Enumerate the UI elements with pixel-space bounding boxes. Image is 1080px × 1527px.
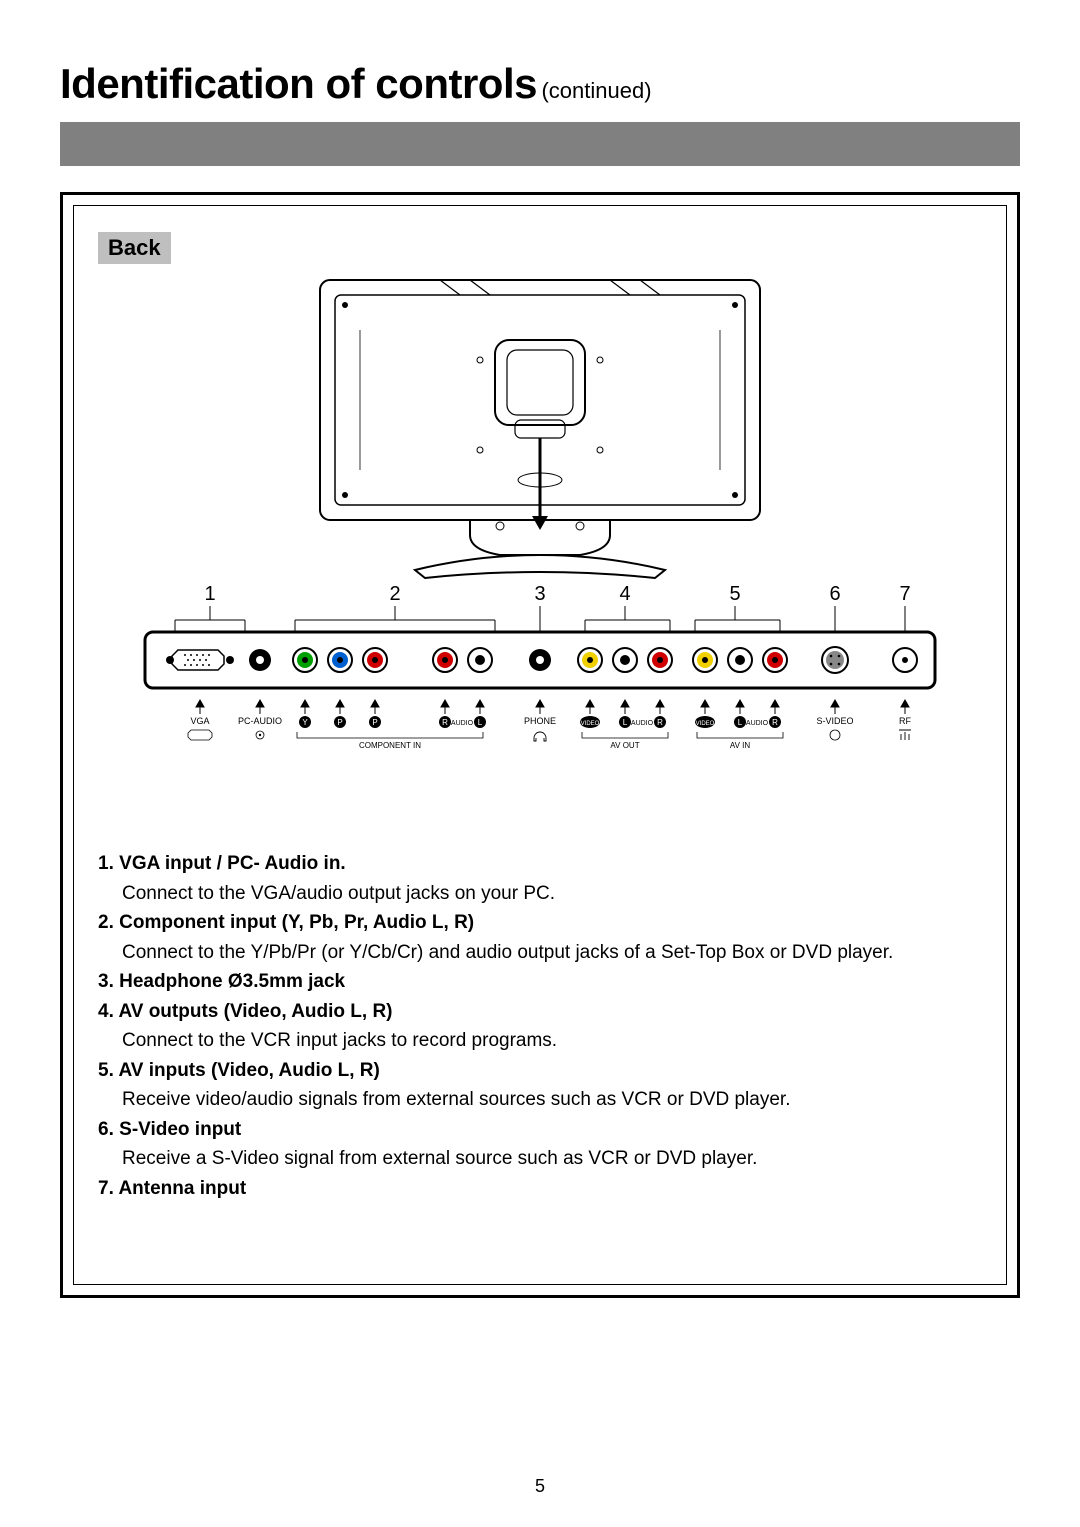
headphone-glyph-icon xyxy=(534,732,546,741)
label-comp-l: L xyxy=(478,718,483,727)
label-avout-l: L xyxy=(623,718,628,727)
title-main: Identification of controls xyxy=(60,60,537,107)
rf-glyph-icon xyxy=(899,730,911,740)
avout-audio-r-jack-icon xyxy=(648,648,672,672)
header-bar xyxy=(60,122,1020,166)
avout-video-jack-icon xyxy=(578,648,602,672)
item4-desc: Connect to the VCR input jacks to record… xyxy=(122,1027,982,1055)
label-avout-video: VIDEO xyxy=(581,721,600,727)
label-comp-r: R xyxy=(442,718,448,727)
item6-desc: Receive a S-Video signal from external s… xyxy=(122,1145,982,1173)
item1-desc: Connect to the VGA/audio output jacks on… xyxy=(122,880,982,908)
svideo-jack-icon xyxy=(822,647,848,673)
avin-audio-r-jack-icon xyxy=(763,648,787,672)
component-pr-jack-icon xyxy=(363,648,387,672)
callout-6: 6 xyxy=(829,583,840,605)
item6-title: S-Video input xyxy=(119,1119,241,1140)
vga-port-icon xyxy=(166,650,234,670)
component-pb-jack-icon xyxy=(328,648,352,672)
callout-2: 2 xyxy=(389,583,400,605)
svideo-glyph-icon xyxy=(830,730,840,740)
callout-4: 4 xyxy=(619,583,630,605)
callout-3: 3 xyxy=(534,583,545,605)
label-pr: P xyxy=(372,718,377,727)
callout-numbers: 1 2 3 4 5 6 7 xyxy=(204,583,910,605)
label-avin-l: L xyxy=(738,718,743,727)
item7-num: 7. xyxy=(98,1178,114,1199)
title-sub: (continued) xyxy=(541,78,651,103)
label-strip: VGA PC-AUDIO PHONE S-VIDEO RF xyxy=(188,700,911,750)
avout-audio-l-jack-icon xyxy=(613,648,637,672)
item1-title: VGA input / PC- Audio in. xyxy=(119,853,346,874)
item4-num: 4. xyxy=(98,1001,114,1022)
item3-title: Headphone Ø3.5mm jack xyxy=(119,971,345,992)
item5-num: 5. xyxy=(98,1060,114,1081)
label-rf: RF xyxy=(899,716,911,726)
item6-num: 6. xyxy=(98,1119,114,1140)
item2-title: Component input (Y, Pb, Pr, Audio L, R) xyxy=(119,912,474,933)
label-component-in: COMPONENT IN xyxy=(359,741,421,750)
avin-audio-l-jack-icon xyxy=(728,648,752,672)
label-avout-audio: AUDIO xyxy=(631,720,654,727)
item2-num: 2. xyxy=(98,912,114,933)
inner-frame: Back xyxy=(73,205,1007,1285)
page-number: 5 xyxy=(0,1476,1080,1497)
callout-1: 1 xyxy=(204,583,215,605)
component-y-jack-icon xyxy=(293,648,317,672)
callout-5: 5 xyxy=(729,583,740,605)
label-phone: PHONE xyxy=(524,716,556,726)
avin-video-jack-icon xyxy=(693,648,717,672)
item7-title: Antenna input xyxy=(118,1178,246,1199)
label-comp-audio: AUDIO xyxy=(451,720,474,727)
label-pcaudio: PC-AUDIO xyxy=(238,716,282,726)
connector-panel-diagram: 1 2 3 4 5 6 7 xyxy=(115,580,965,790)
component-audio-l-jack-icon xyxy=(468,648,492,672)
item5-desc: Receive video/audio signals from externa… xyxy=(122,1086,982,1114)
rf-jack-icon xyxy=(893,648,917,672)
label-vga: VGA xyxy=(190,716,209,726)
item2-desc: Connect to the Y/Pb/Pr (or Y/Cb/Cr) and … xyxy=(122,939,982,967)
outer-frame: Back xyxy=(60,192,1020,1298)
label-avin-audio: AUDIO xyxy=(746,720,769,727)
headphone-jack-icon xyxy=(529,649,551,671)
item4-title: AV outputs (Video, Audio L, R) xyxy=(118,1001,392,1022)
label-av-in: AV IN xyxy=(730,741,751,750)
page-title: Identification of controls (continued) xyxy=(60,60,1020,108)
label-avin-r: R xyxy=(772,718,778,727)
label-y: Y xyxy=(302,718,308,727)
vga-glyph-icon xyxy=(188,730,212,740)
diagram-area: 1 2 3 4 5 6 7 xyxy=(98,270,982,790)
item3-num: 3. xyxy=(98,971,114,992)
label-pb: P xyxy=(337,718,342,727)
component-audio-r-jack-icon xyxy=(433,648,457,672)
section-label: Back xyxy=(98,232,171,264)
label-avout-r: R xyxy=(657,718,663,727)
item5-title: AV inputs (Video, Audio L, R) xyxy=(118,1060,379,1081)
label-av-out: AV OUT xyxy=(610,741,639,750)
monitor-back-diagram xyxy=(260,270,820,580)
item1-num: 1. xyxy=(98,853,114,874)
description-list: 1. VGA input / PC- Audio in. Connect to … xyxy=(98,850,982,1203)
callout-7: 7 xyxy=(899,583,910,605)
label-avin-video: VIDEO xyxy=(696,721,715,727)
label-svideo: S-VIDEO xyxy=(816,716,853,726)
